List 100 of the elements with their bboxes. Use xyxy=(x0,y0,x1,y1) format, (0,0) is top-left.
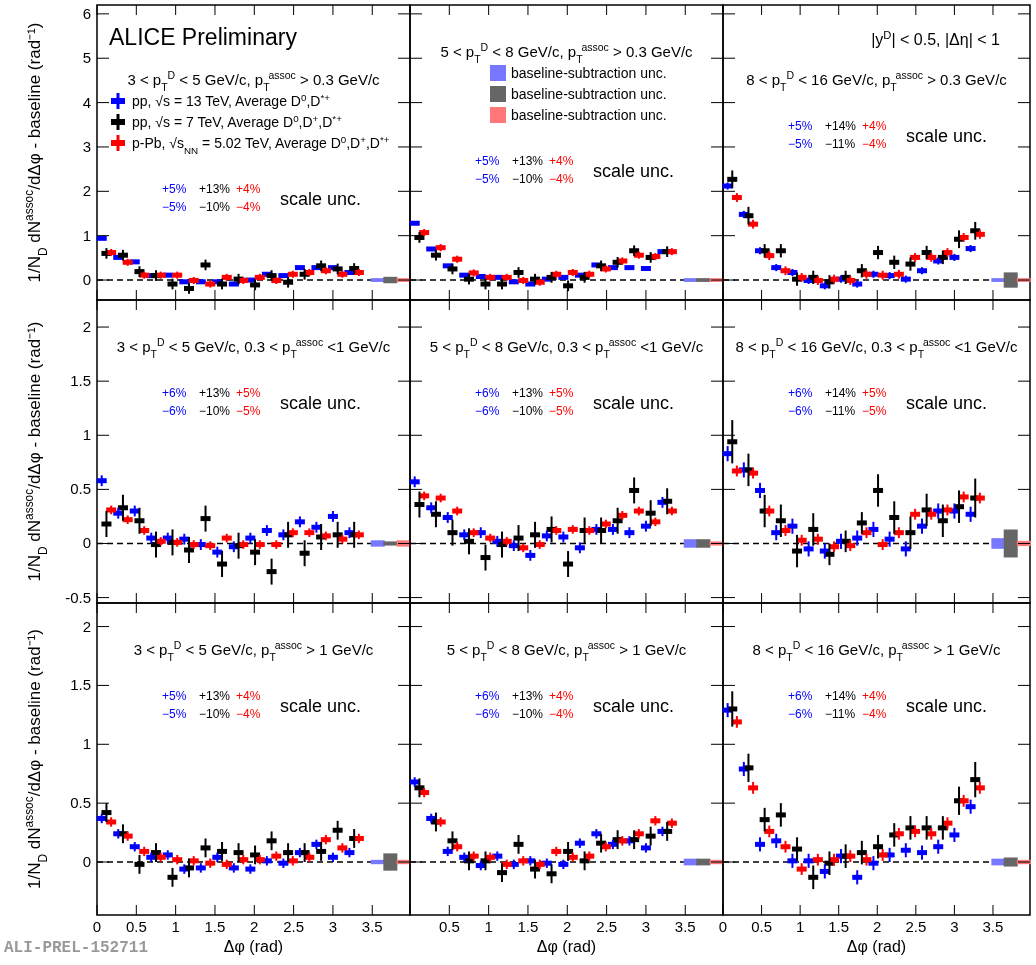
y-tick-label: 2 xyxy=(82,318,91,336)
annotation: +14% xyxy=(825,386,857,400)
annotation: +6% xyxy=(162,386,187,400)
x-tick-label: 1 xyxy=(171,918,180,935)
annotation: +5% xyxy=(788,119,813,133)
annotation: −11% xyxy=(825,404,856,418)
annotation: +4% xyxy=(549,154,574,168)
legend-label: p-Pb, √s$_{NN}$ = 5.02 TeV, Average D$^{0}$,D$^{+}$,D$^{*+}$ xyxy=(132,133,390,156)
annotation: −6% xyxy=(788,404,813,418)
annotation: +6% xyxy=(475,386,500,400)
annotation: +13% xyxy=(199,386,231,400)
y-tick-label: 4 xyxy=(82,93,91,111)
annotation: −11% xyxy=(825,707,856,721)
annotation: +13% xyxy=(512,386,544,400)
annotation: −11% xyxy=(825,137,856,151)
y-tick-label: 2 xyxy=(82,617,91,635)
annotation: −5% xyxy=(788,137,813,151)
annotation: +6% xyxy=(475,689,500,703)
annotation: scale unc. xyxy=(906,393,988,413)
annotation: −5% xyxy=(162,200,187,214)
annotation: +4% xyxy=(862,119,887,133)
annotation: −4% xyxy=(549,172,574,186)
x-tick-label: 3.5 xyxy=(361,918,383,935)
x-tick-label: 3.5 xyxy=(674,918,696,935)
annotation: +4% xyxy=(549,689,574,703)
x-tick-label: 3.5 xyxy=(982,918,1004,935)
annotation: −10% xyxy=(199,200,231,214)
y-tick-label: 5 xyxy=(82,49,91,67)
text: 3 < p$_{T}$$^{D}$ < 5 GeV/c, p$_{T}$$^{assoc}$ > 0.3 GeV/c xyxy=(127,69,381,93)
annotation: −5% xyxy=(162,707,187,721)
x-tick-label: 2 xyxy=(250,918,259,935)
text: 8 < p$_{T}$$^{D}$ < 16 GeV/c, p$_{T}$$^{assoc}$ > 0.3 GeV/c xyxy=(746,69,1008,93)
annotation: −4% xyxy=(236,707,261,721)
y-tick-label: 1.5 xyxy=(70,676,91,694)
annotation: +14% xyxy=(825,119,857,133)
x-tick-label: 1.5 xyxy=(204,918,226,935)
annotation: +5% xyxy=(236,386,261,400)
x-tick-label: 0.5 xyxy=(125,918,147,935)
annotation: scale unc. xyxy=(280,393,362,413)
annotation: +13% xyxy=(199,182,231,196)
annotation: −10% xyxy=(199,404,231,418)
y-tick-label: 1.5 xyxy=(70,372,91,390)
annotation: +13% xyxy=(512,154,544,168)
y-tick-label: 0.5 xyxy=(70,480,91,498)
x-tick-label: 1 xyxy=(795,918,805,935)
y-tick-label: 1 xyxy=(82,426,91,444)
x-tick-label: 2 xyxy=(563,918,572,935)
annotation: −6% xyxy=(788,707,813,721)
legend-label: baseline-subtraction unc. xyxy=(511,65,667,81)
text: 8 < p$_{T}$$^{D}$ < 16 GeV/c, 0.3 < p$_{T}$$^{assoc}$ <1 GeV/c xyxy=(735,336,1018,360)
annotation: −4% xyxy=(862,137,887,151)
legend-label: baseline-subtraction unc. xyxy=(511,107,667,123)
y-tick-label: -0.5 xyxy=(65,588,91,606)
annotation: +5% xyxy=(862,386,887,400)
x-tick-label: 1 xyxy=(484,918,493,935)
y-tick-label: 1 xyxy=(82,735,91,753)
legend-label: pp, √s = 13 TeV, Average D$^{0}$,D$^{*+}$ xyxy=(132,91,331,109)
annotation: +4% xyxy=(236,182,261,196)
annotation: −6% xyxy=(475,404,500,418)
annotation: scale unc. xyxy=(906,126,988,146)
annotation: +6% xyxy=(788,689,813,703)
x-tick-label: 3 xyxy=(328,918,338,935)
text: 8 < p$_{T}$$^{D}$ < 16 GeV/c, p$_{T}$$^{assoc}$ > 1 GeV/c xyxy=(752,639,1002,663)
annotation: −10% xyxy=(199,707,231,721)
y-tick-label: 0 xyxy=(82,853,91,871)
annotation: −4% xyxy=(549,707,574,721)
annotation: +5% xyxy=(162,182,187,196)
annotation: +13% xyxy=(199,689,231,703)
x-tick-label: 0.5 xyxy=(751,918,772,935)
x-axis-title: Δφ (rad) xyxy=(536,938,597,955)
annotation: scale unc. xyxy=(593,393,675,413)
annotation: ALICE Preliminary xyxy=(109,24,298,50)
annotation: −10% xyxy=(512,172,544,186)
annotation: −5% xyxy=(549,404,574,418)
annotation: −4% xyxy=(236,200,261,214)
x-tick-label: 3 xyxy=(950,918,959,935)
x-tick-label: 0 xyxy=(718,918,728,935)
annotation: scale unc. xyxy=(280,189,362,209)
text: 5 < p$_{T}$$^{D}$ < 8 GeV/c, 0.3 < p$_{T}$$^{assoc}$ <1 GeV/c xyxy=(429,336,704,360)
annotation: −5% xyxy=(862,404,887,418)
annotation: −4% xyxy=(862,707,887,721)
y-tick-label: 0 xyxy=(82,534,91,552)
x-tick-label: 1.5 xyxy=(828,918,850,935)
y-tick-label: 2 xyxy=(82,182,91,200)
annotation: +13% xyxy=(512,689,544,703)
y-tick-label: 3 xyxy=(82,137,91,155)
annotation: scale unc. xyxy=(280,696,362,716)
annotation: +14% xyxy=(825,689,857,703)
annotation: −6% xyxy=(475,707,500,721)
x-tick-label: 2.5 xyxy=(283,918,305,935)
annotation: scale unc. xyxy=(593,696,675,716)
legend-label: pp, √s = 7 TeV, Average D$^{0}$,D$^{+}$,D$^{*+}$ xyxy=(132,112,343,130)
y-tick-label: 0.5 xyxy=(70,794,91,812)
annotation: −10% xyxy=(512,404,544,418)
text: ALI-PREL-152711 xyxy=(4,939,149,957)
annotation: +5% xyxy=(162,689,187,703)
annotation: +5% xyxy=(549,386,574,400)
x-tick-label: 1.5 xyxy=(517,918,539,935)
annotation: |y$^{D}$| < 0.5, |Δη| < 1 xyxy=(871,29,1001,48)
annotation: −10% xyxy=(512,707,544,721)
